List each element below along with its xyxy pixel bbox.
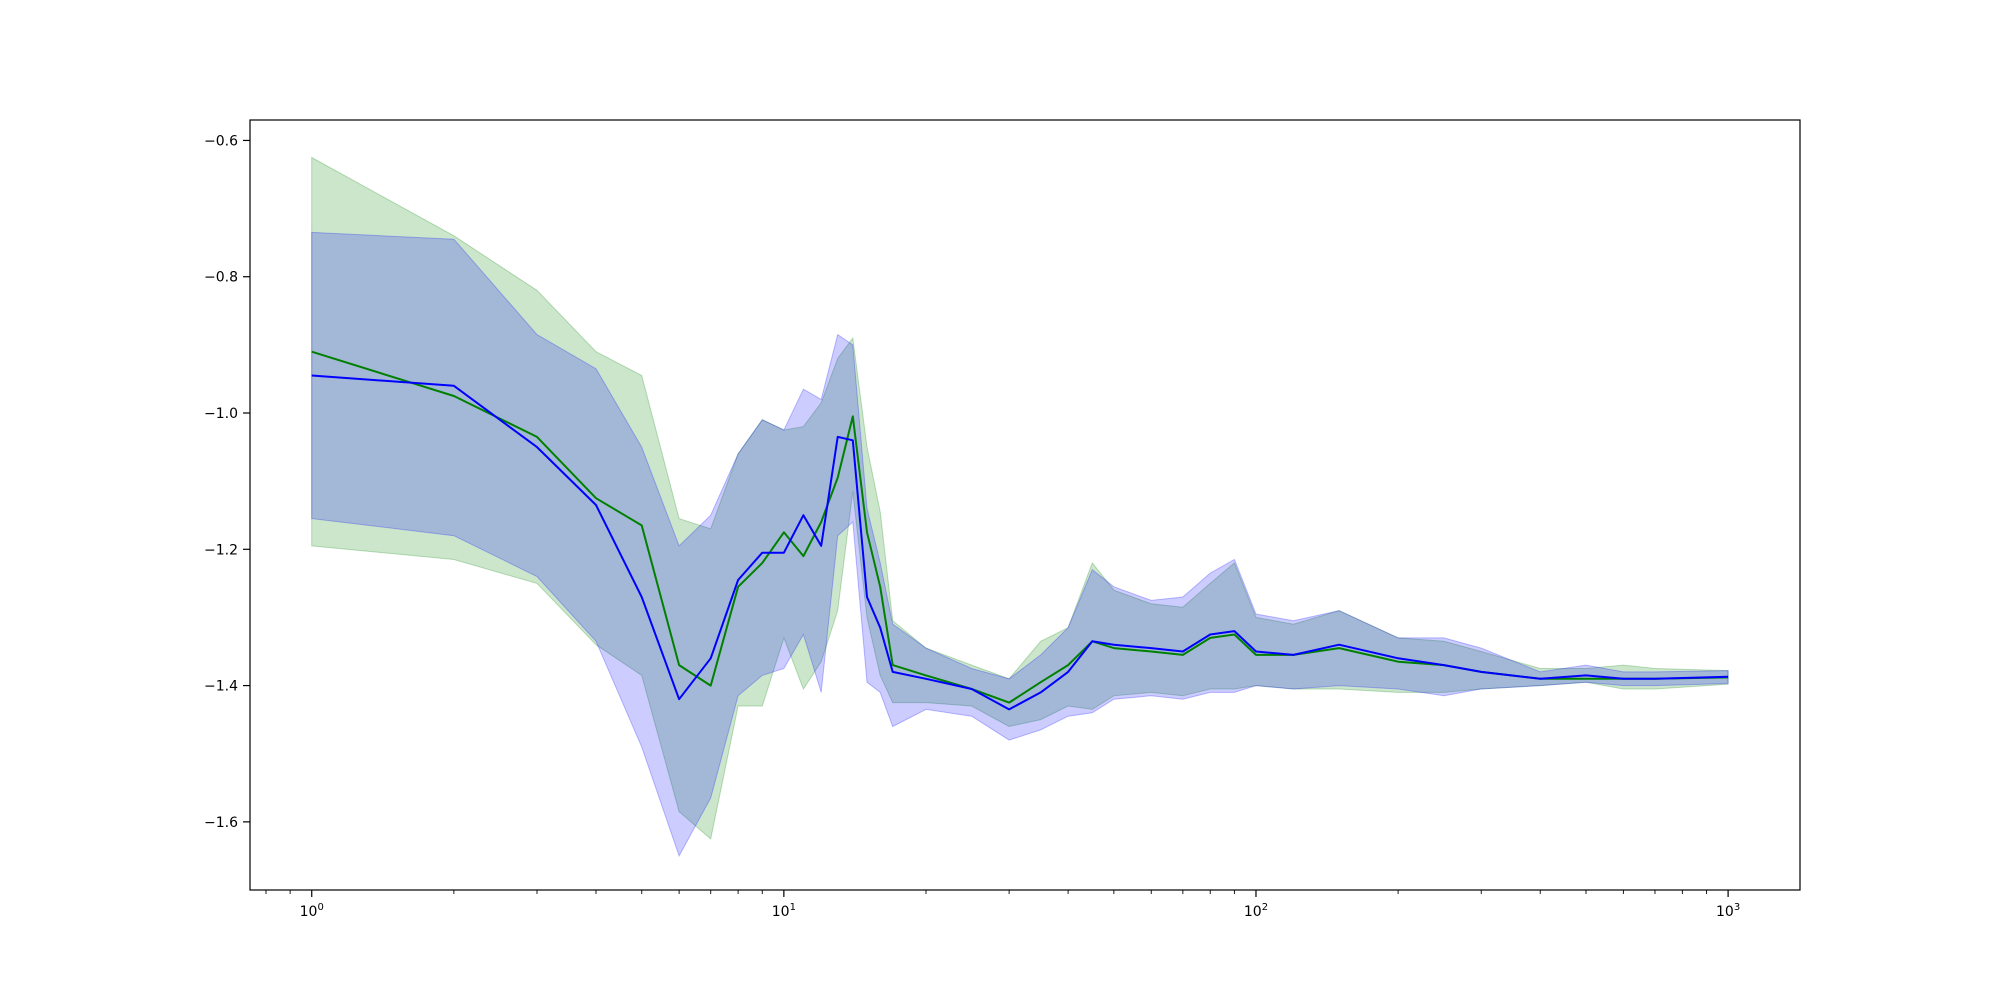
axes-frame xyxy=(249,119,1801,891)
y-tick-label: −1.0 xyxy=(204,406,238,422)
y-tick-label: −0.8 xyxy=(204,270,238,286)
y-tick-label: −1.4 xyxy=(204,679,238,695)
y-tick-label: −0.6 xyxy=(204,133,238,149)
series-1-line xyxy=(311,350,1729,704)
y-tick-label: −1.6 xyxy=(204,815,238,831)
series-2-line xyxy=(311,374,1729,711)
series-1-band xyxy=(311,156,1729,840)
plot-area xyxy=(311,156,1729,858)
y-tick-label: −1.2 xyxy=(204,542,238,558)
series-2-band xyxy=(311,231,1729,858)
